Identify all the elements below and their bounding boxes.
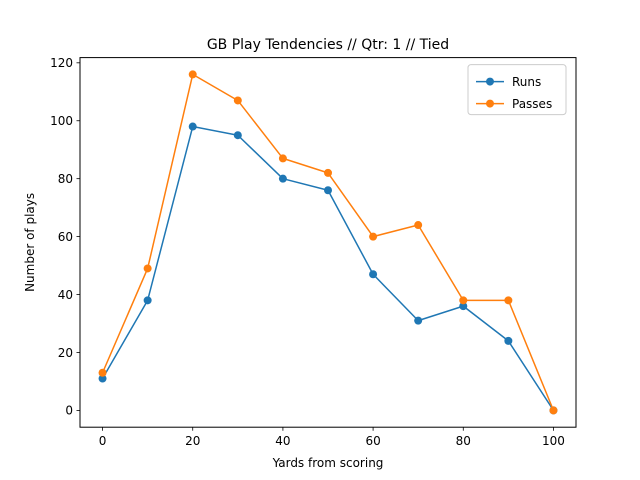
data-point-passes xyxy=(188,70,197,79)
data-point-passes xyxy=(324,168,332,177)
x-tick-label: 20 xyxy=(185,434,200,448)
x-axis-ticks: 0 20 40 60 80 100 xyxy=(99,427,565,448)
legend-label-passes: Passes xyxy=(512,97,552,111)
data-point-runs xyxy=(414,316,423,325)
plot-area: 0 20 40 60 80 100 0 20 40 60 80 100 120 xyxy=(50,56,577,448)
data-point-runs xyxy=(188,122,197,131)
series-layer xyxy=(98,70,558,415)
y-tick-label: 20 xyxy=(58,346,73,360)
y-axis-ticks: 0 20 40 60 80 100 120 xyxy=(50,56,80,418)
data-point-passes xyxy=(233,96,242,105)
chart-title: GB Play Tendencies // Qtr: 1 // Tied xyxy=(207,37,449,53)
x-axis-label: Yards from scoring xyxy=(272,456,384,470)
legend-label-runs: Runs xyxy=(512,75,541,89)
y-tick-label: 0 xyxy=(65,404,73,418)
y-tick-label: 120 xyxy=(50,56,73,70)
x-tick-label: 80 xyxy=(456,434,471,448)
x-tick-label: 60 xyxy=(365,434,380,448)
data-point-passes xyxy=(414,221,423,230)
y-tick-label: 40 xyxy=(58,288,73,302)
y-tick-label: 100 xyxy=(50,114,73,128)
data-point-runs xyxy=(369,270,378,279)
data-point-runs xyxy=(278,174,287,183)
data-point-runs xyxy=(459,302,468,311)
data-point-runs xyxy=(233,131,242,140)
data-point-passes xyxy=(504,296,513,305)
y-tick-label: 60 xyxy=(58,230,73,244)
x-tick-label: 100 xyxy=(542,434,565,448)
y-tick-label: 80 xyxy=(58,172,73,186)
plot-frame xyxy=(79,57,577,428)
data-point-passes xyxy=(369,232,378,241)
data-point-passes xyxy=(98,368,107,377)
data-point-runs xyxy=(98,374,107,383)
data-point-passes xyxy=(459,296,468,305)
data-point-runs xyxy=(143,296,152,305)
x-tick-label: 0 xyxy=(99,434,107,448)
data-point-passes xyxy=(143,264,152,273)
data-point-passes xyxy=(549,406,558,415)
data-point-runs xyxy=(324,186,332,195)
legend-marker-runs xyxy=(486,77,494,86)
data-point-passes xyxy=(278,154,287,163)
y-axis-label: Number of plays xyxy=(23,193,37,292)
legend: Runs Passes xyxy=(467,64,567,116)
legend-marker-passes xyxy=(486,99,494,108)
x-tick-label: 40 xyxy=(275,434,290,448)
data-point-runs xyxy=(504,336,513,345)
